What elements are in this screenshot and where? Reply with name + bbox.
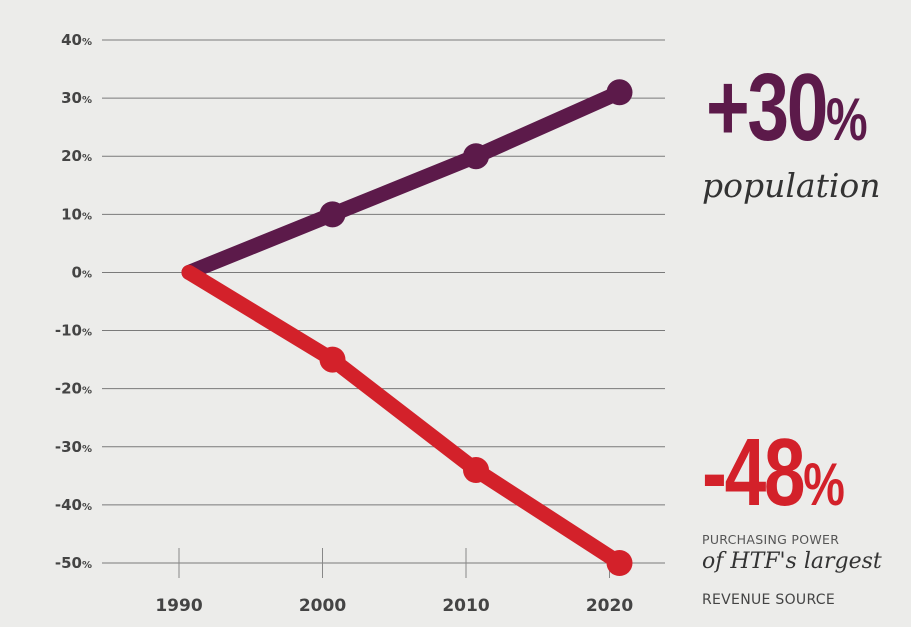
population-label: population	[702, 166, 881, 205]
revenue-source-label: REVENUE SOURCE	[702, 592, 836, 608]
population-data-point	[606, 79, 633, 106]
y-tick-label: -40%	[55, 496, 92, 514]
purchasing_power-series-line	[181, 264, 627, 571]
purchasing_power-data-point	[319, 346, 346, 373]
y-tick-label: -50%	[55, 554, 92, 572]
x-tick-label: 2020	[586, 596, 633, 616]
x-tick-label: 2000	[299, 596, 346, 616]
y-tick-label: -30%	[55, 438, 92, 456]
population-data-point	[319, 201, 346, 228]
y-axis-ticks: 40% 30% 20% 10% 0% -10% -20% -30% -40% -50%	[55, 31, 92, 572]
gridlines	[102, 39, 665, 564]
purchasing-power-sublabel: of HTF's largest	[702, 549, 882, 574]
x-tick-label: 2010	[442, 596, 489, 616]
purchasing-power-label: PURCHASING POWER	[702, 532, 840, 547]
y-tick-label: 40%	[61, 31, 92, 49]
population-data-point	[463, 143, 489, 170]
population-series-line	[181, 84, 627, 280]
x-axis: 1990 2000 2010 2020	[155, 548, 633, 616]
y-tick-label: -20%	[55, 380, 92, 398]
y-tick-label: 0%	[72, 263, 92, 281]
x-tick-label: 1990	[155, 596, 202, 616]
purchasing-power-change-value: -48%	[702, 419, 845, 526]
purchasing_power-data-point	[606, 550, 633, 576]
series-lines	[181, 79, 633, 576]
y-tick-label: 20%	[61, 147, 92, 165]
population-change-value: +30%	[706, 54, 868, 161]
y-tick-label: 10%	[61, 205, 92, 223]
y-tick-label: 30%	[61, 89, 92, 107]
y-tick-label: -10%	[55, 322, 92, 340]
purchasing_power-data-point	[463, 457, 489, 484]
